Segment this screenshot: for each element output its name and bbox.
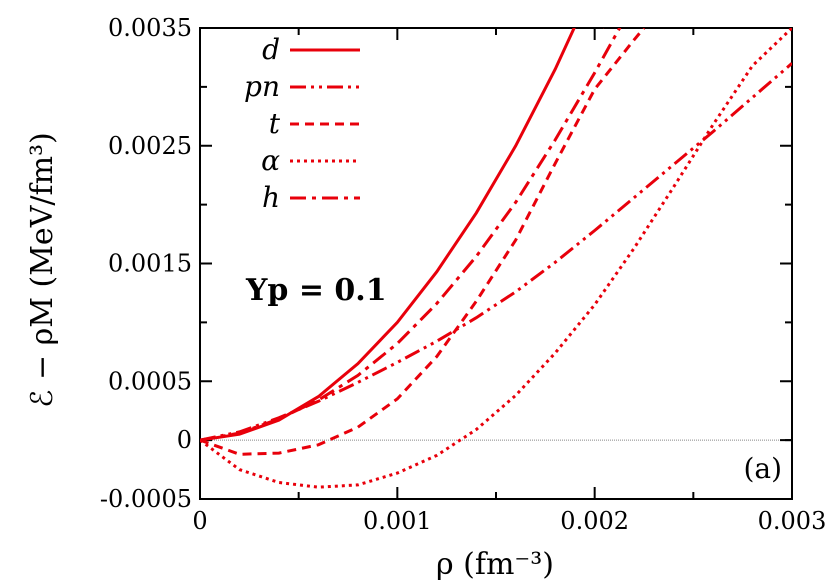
y-tick-label: -0.0005 <box>100 485 192 513</box>
legend-label-d: d <box>262 33 280 66</box>
panel-label: (a) <box>743 452 782 485</box>
legend-label-t: t <box>269 107 281 140</box>
x-tick-label: 0.001 <box>363 507 432 535</box>
legend: d pn tαh <box>244 33 360 214</box>
x-axis-label: ρ (fm⁻³) <box>436 547 554 581</box>
x-tick-label: 0 <box>192 507 207 535</box>
legend-label-α: α <box>261 144 280 177</box>
y-tick-label: 0.0005 <box>108 367 192 395</box>
series-layer <box>200 28 792 489</box>
series-line-α <box>200 28 792 489</box>
y-axis-label: ℰ − ρM (MeV/fm³) <box>25 132 60 408</box>
series-line-d <box>200 28 605 442</box>
yp-annotation: Yp = 0.1 <box>245 273 387 308</box>
legend-label-h: h <box>262 181 280 214</box>
series-line-t <box>200 28 646 456</box>
x-tick-label: 0.002 <box>560 507 629 535</box>
y-tick-label: 0.0025 <box>108 132 192 160</box>
plot-frame <box>199 27 793 500</box>
y-tick-label: 0.0015 <box>108 250 192 278</box>
y-tick-label: 0.0035 <box>108 14 192 42</box>
y-tick-label: 0 <box>177 426 192 454</box>
series-line-h <box>200 28 648 442</box>
legend-label-pn: pn <box>244 70 280 103</box>
series-line-pn <box>200 62 792 442</box>
x-tick-label: 0.003 <box>758 507 827 535</box>
